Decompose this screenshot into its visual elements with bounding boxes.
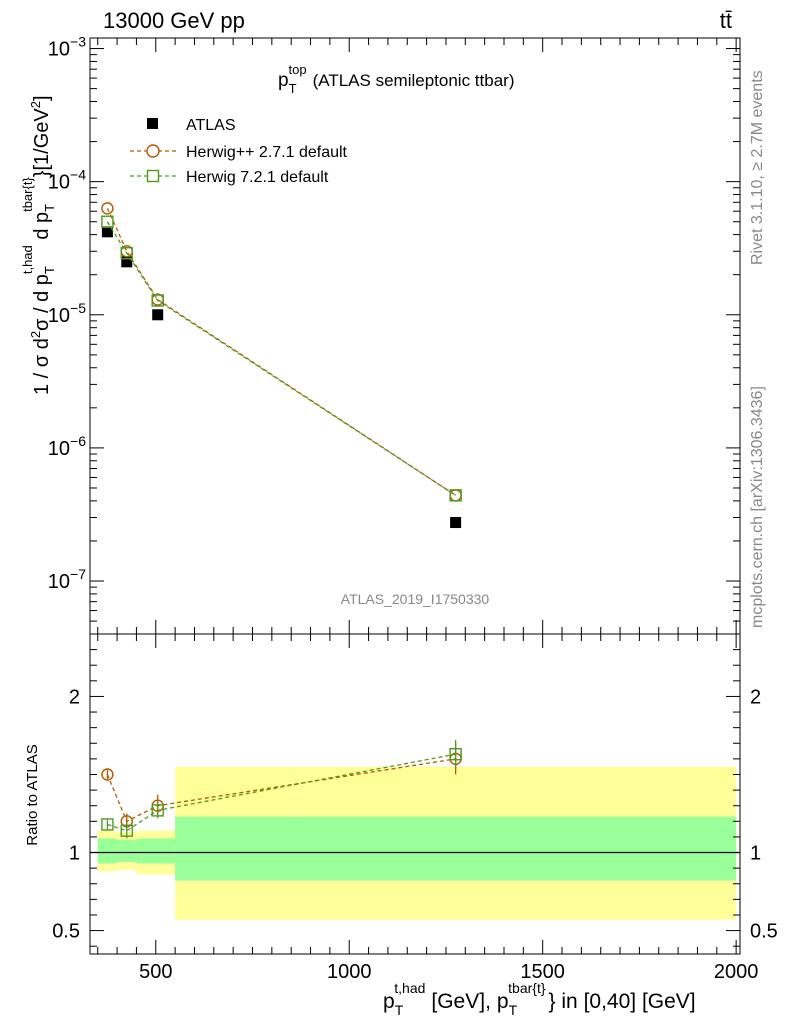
analysis-id-label: ATLAS_2019_I1750330 [341, 591, 490, 607]
series-line-herwig-7-2-1-default [106, 221, 456, 496]
data-point-atlas [152, 309, 164, 321]
legend-marker-herwigpp [146, 144, 160, 158]
rivet-version-label: Rivet 3.1.10, ≥ 2.7M events [749, 70, 766, 265]
ratio-y-tick-label-left: 0.5 [52, 921, 80, 943]
ratio-y-tick-label-right: 1 [750, 843, 761, 865]
ratio-series-herwig-7-2-1-default [101, 740, 462, 839]
ratio-y-tick-label-right: 0.5 [750, 921, 778, 943]
legend-label-herwig7: Herwig 7.2.1 default [186, 169, 329, 186]
xlabel-rest: } in [0,40] [GeV] [549, 990, 696, 1013]
x-tick-label: 500 [139, 961, 172, 983]
main-y-tick-label: 10−3 [48, 34, 86, 61]
data-point-herwig-7-2-1-default [101, 215, 114, 228]
series-herwig-2-7-1-default [101, 202, 462, 502]
data-point-atlas [450, 517, 462, 529]
data-point-herwig-2-7-1-default [101, 202, 114, 215]
xlabel-sup2: tbar{t} [508, 980, 546, 996]
main-y-axis-label: 1 / σ d2σ / d pTt,had d pTtbar{t}}[1/GeV… [20, 95, 57, 395]
main-y-tick-label: 10−6 [48, 433, 86, 460]
ratio-point-herwig-2-7-1-default [101, 768, 114, 781]
title-rest: (ATLAS semileptonic ttbar) [313, 71, 515, 90]
data-point-herwig-7-2-1-default [151, 294, 164, 307]
main-y-tick-label: 10−5 [48, 300, 86, 327]
energy-label: 13000 GeV pp [103, 8, 245, 33]
legend-label-herwigpp: Herwig++ 2.7.1 default [186, 144, 348, 161]
uncertainty-band-inner [117, 840, 137, 862]
ratio-point-herwig-7-2-1-default [101, 818, 114, 831]
data-point-atlas [121, 256, 133, 268]
x-axis-label: pTt,had[GeV], pTtbar{t}} in [0,40] [GeV] [383, 980, 696, 1018]
main-y-axis-label-text: 1 / σ d2σ / d pTt,had d pTtbar{t}}[1/GeV… [20, 95, 57, 395]
data-point-herwig-7-2-1-default [120, 247, 133, 260]
uncertainty-band-inner [175, 816, 737, 881]
uncertainty-band-inner [97, 838, 118, 864]
title-sub: T [289, 81, 297, 96]
title-p: p [278, 70, 289, 91]
xlabel-p1: p [383, 990, 395, 1013]
xlabel-sup1: t,had [394, 980, 425, 996]
x-tick-label: 1500 [520, 961, 565, 983]
ratio-y-tick-label-left: 1 [69, 843, 80, 865]
ratio-point-herwig-7-2-1-default [449, 747, 462, 761]
legend-label-atlas: ATLAS [186, 117, 236, 134]
ratio-panel: 500 1000 1500 2000 0.5 0.5 1 1 2 2 Ratio to ATLAS… [24, 633, 778, 1018]
legend-marker-atlas [147, 118, 158, 129]
x-tick-label: 2000 [714, 961, 759, 983]
ratio-point-herwig-7-2-1-default [151, 804, 164, 817]
ratio-y-axis-label: Ratio to ATLAS [24, 744, 41, 845]
xlabel-unit1: [GeV], [431, 990, 491, 1013]
main-y-tick-label: 10−4 [48, 167, 86, 194]
x-tick-label: 1000 [327, 961, 372, 983]
process-label: tt̄ [720, 8, 732, 33]
mcplots-source-label: mcplots.cern.ch [arXiv:1306.3436] [749, 386, 766, 628]
series-line-herwig-2-7-1-default [106, 208, 456, 496]
ratio-frame [89, 633, 741, 955]
ratio-line-herwig-7-2-1-default [107, 753, 456, 832]
uncertainty-band-inner [136, 838, 176, 864]
ratio-y-tick-label-right: 2 [750, 686, 761, 708]
legend-marker-herwig7 [146, 169, 160, 183]
main-panel: 10−7 10−6 10−5 10−4 10−3 pTtop (ATLAS semilep… [20, 34, 741, 635]
series-atlas [101, 226, 462, 529]
main-y-tick-label: 10−7 [48, 566, 86, 593]
ratio-point-herwig-7-2-1-default [120, 824, 133, 837]
data-point-atlas [101, 226, 113, 238]
data-point-herwig-7-2-1-default [449, 489, 462, 502]
title-sup: top [289, 62, 307, 77]
series-herwig-7-2-1-default [101, 215, 462, 502]
legend: ATLAS Herwig++ 2.7.1 default Herwig 7.2.… [130, 117, 348, 186]
plot-title: pTtop (ATLAS semileptonic ttbar) [278, 62, 514, 96]
ratio-y-tick-label-left: 2 [69, 686, 80, 708]
